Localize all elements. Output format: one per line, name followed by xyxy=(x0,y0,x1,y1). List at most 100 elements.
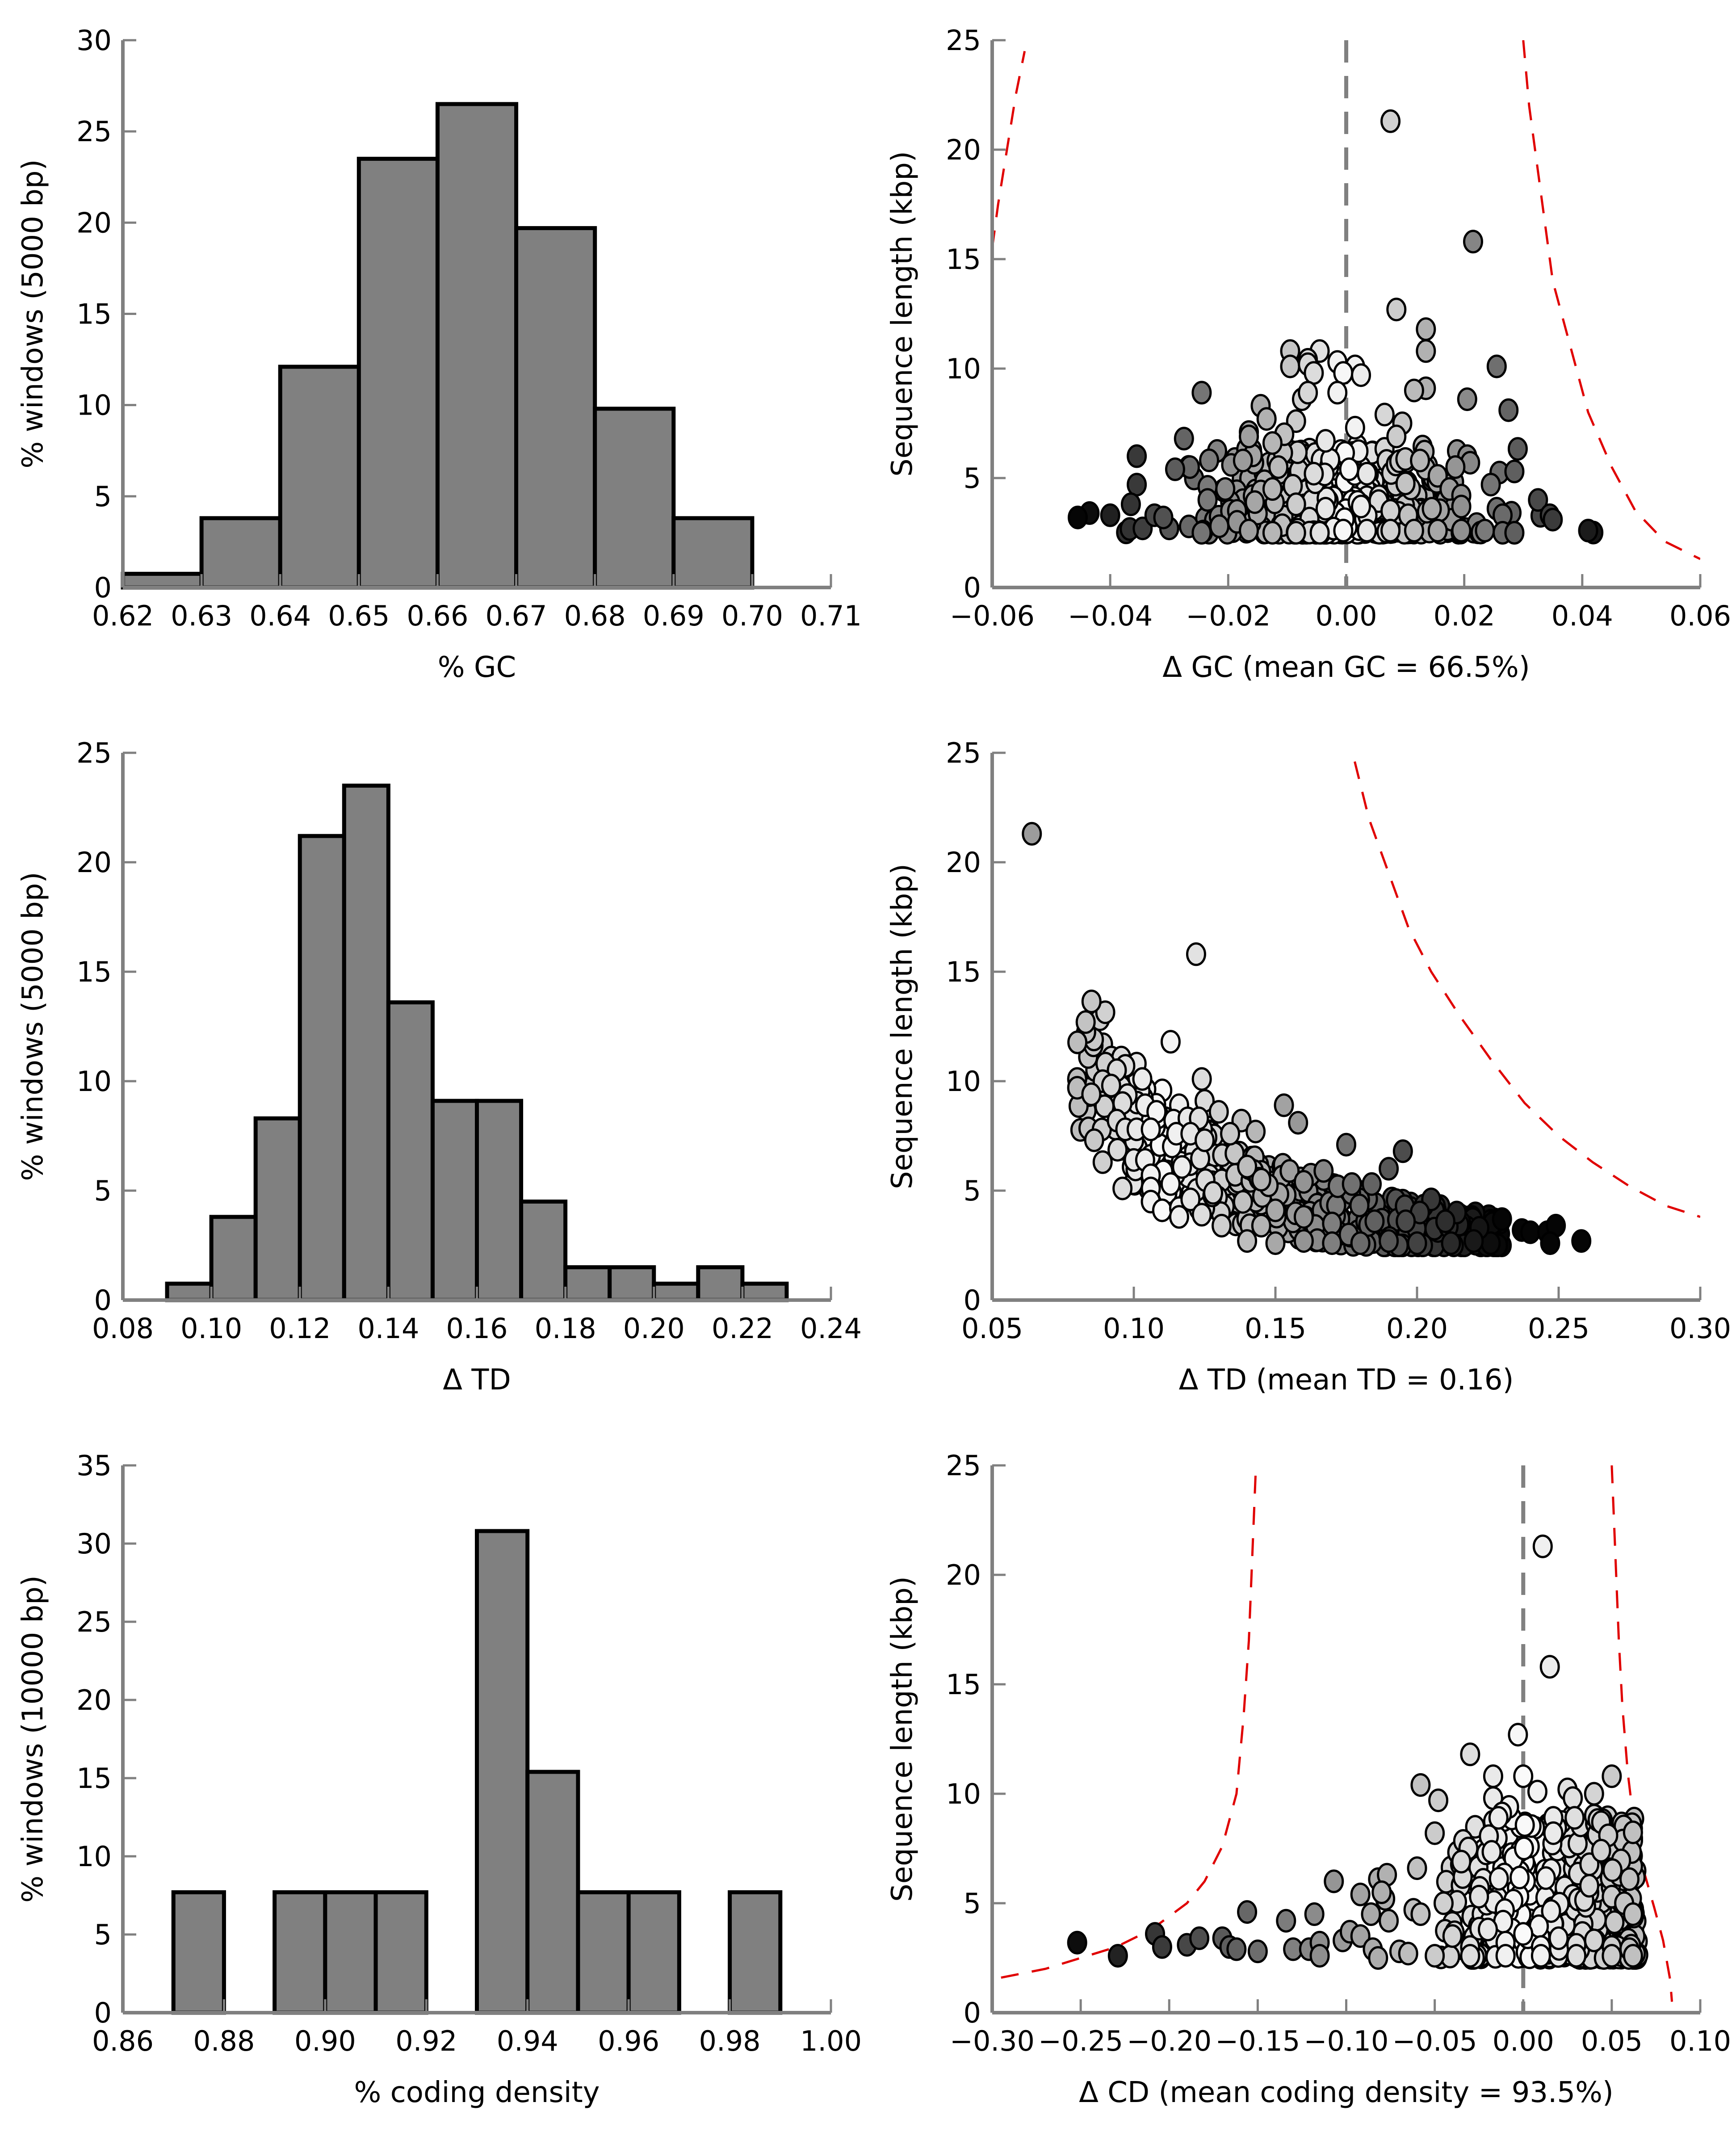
x-tick-label: 0.68 xyxy=(564,600,626,632)
x-tick-label: 0.20 xyxy=(1386,1312,1448,1345)
y-tick-label: 0 xyxy=(94,571,112,604)
histogram-bar xyxy=(121,571,204,590)
histogram-bar xyxy=(671,516,755,590)
histogram-bars xyxy=(165,784,789,1302)
scatter-point xyxy=(1349,1193,1370,1217)
scatter-point xyxy=(1602,1944,1622,1968)
scatter-point xyxy=(1425,1944,1445,1968)
scatter-point xyxy=(1333,519,1354,543)
scatter-point xyxy=(1327,381,1348,405)
scatter-td-svg: 0 5 10 15 20 25 0.05 0.10 0.15 0.20 0.25 0.30 Δ TD (… xyxy=(886,737,1731,1397)
y-tick-label: 20 xyxy=(946,134,981,166)
y-tick-label: 5 xyxy=(94,1175,112,1207)
x-tick-label: 0.86 xyxy=(92,2025,154,2057)
x-axis-label: Δ TD xyxy=(443,1364,511,1397)
scatter-point xyxy=(1081,1082,1102,1106)
scatter-point xyxy=(1112,1176,1133,1200)
scatter-point xyxy=(1288,1111,1308,1135)
scatter-point xyxy=(1313,1159,1334,1183)
y-tick-label: 10 xyxy=(76,1840,112,1873)
y-axis-label: % windows (5000 bp) xyxy=(17,872,50,1181)
scatter-point xyxy=(1591,1838,1611,1863)
scatter-point xyxy=(1362,1172,1382,1196)
scatter-point xyxy=(1304,462,1324,486)
scatter-point xyxy=(1541,1899,1561,1923)
scatter-points xyxy=(1067,1534,1648,1970)
scatter-point xyxy=(1084,1128,1104,1152)
x-tick-label: −0.30 xyxy=(950,2025,1035,2057)
scatter-point xyxy=(1274,1093,1294,1117)
x-axis-label: Δ TD (mean TD = 0.16) xyxy=(1179,1364,1514,1397)
histogram-bar xyxy=(514,226,597,590)
histogram-bars xyxy=(171,1529,783,2015)
scatter-point xyxy=(1195,1128,1215,1152)
scatter-point xyxy=(1584,1782,1604,1806)
axes: 0 5 10 15 20 25 30 35 0.86 0.88 0.90 0.92 0.94 0.96 0.… xyxy=(76,1449,862,2057)
scatter-point xyxy=(1256,407,1277,431)
scatter-point xyxy=(1298,381,1318,405)
scatter-point xyxy=(1416,339,1436,363)
scatter-point xyxy=(1451,495,1472,519)
scatter-point xyxy=(1215,477,1236,501)
x-tick-label: 0.00 xyxy=(1493,2025,1554,2057)
x-tick-label: 0.64 xyxy=(249,600,311,632)
histogram-bar xyxy=(728,1890,783,2015)
histogram-bar xyxy=(593,407,676,590)
scatter-point xyxy=(1398,1942,1418,1966)
scatter-point xyxy=(1489,1867,1509,1891)
y-tick-label: 25 xyxy=(946,737,981,769)
y-tick-label: 25 xyxy=(946,24,981,57)
x-tick-label: 0.96 xyxy=(598,2025,659,2057)
scatter-point xyxy=(1333,361,1354,385)
scatter-point xyxy=(1262,521,1283,545)
scatter-point xyxy=(1233,449,1253,473)
axes: 0 5 10 15 20 25 0.08 0.10 0.12 0.14 0.16 0.18 0.20 0.… xyxy=(76,737,862,1345)
y-tick-label: 25 xyxy=(76,115,112,148)
scatter-point xyxy=(1180,1187,1201,1212)
scatter-point xyxy=(1100,503,1120,527)
x-tick-label: 0.65 xyxy=(328,600,390,632)
x-tick-label: 0.24 xyxy=(800,1312,862,1345)
scatter-point xyxy=(1539,1655,1560,1679)
y-tick-label: 15 xyxy=(76,956,112,988)
scatter-point xyxy=(1350,1882,1371,1906)
x-tick-label: 0.30 xyxy=(1669,1312,1731,1345)
x-tick-label: 0.88 xyxy=(193,2025,255,2057)
scatter-point xyxy=(1160,1172,1181,1196)
scatter-point xyxy=(1152,1198,1172,1222)
y-tick-label: 20 xyxy=(946,1559,981,1591)
scatter-point xyxy=(1067,1930,1087,1955)
histogram-bar xyxy=(519,1200,568,1302)
scatter-point xyxy=(1239,519,1259,543)
axes: 0 5 10 15 20 25 −0.30 −0.25 −0.20 −0.15 −0.10 −0.05… xyxy=(946,1449,1731,2057)
scatter-point xyxy=(1380,109,1401,133)
scatter-point xyxy=(1357,462,1377,486)
histogram-bar xyxy=(209,1215,258,1302)
scatter-point xyxy=(1067,1030,1088,1054)
scatter-point xyxy=(1245,1120,1266,1144)
scatter-point xyxy=(1132,1067,1153,1091)
x-tick-label: 0.12 xyxy=(269,1312,331,1345)
scatter-point xyxy=(1392,1139,1413,1163)
scatter-point xyxy=(1410,449,1430,473)
scatter-point xyxy=(1602,1858,1623,1882)
scatter-point xyxy=(1504,521,1525,545)
x-tick-label: −0.05 xyxy=(1392,2025,1477,2057)
scatter-point xyxy=(1380,519,1401,543)
scatter-point xyxy=(1428,1788,1449,1813)
x-tick-label: 0.10 xyxy=(1669,2025,1731,2057)
scatter-point xyxy=(1339,457,1359,481)
scatter-point xyxy=(1153,505,1174,529)
scatter-point xyxy=(1233,1190,1253,1214)
boundary-left-curve xyxy=(992,51,1026,248)
scatter-point xyxy=(1532,1534,1553,1558)
scatter-point xyxy=(1368,1946,1388,1970)
y-tick-label: 5 xyxy=(964,462,981,495)
x-tick-label: 0.66 xyxy=(407,600,468,632)
x-tick-label: 0.00 xyxy=(1315,600,1377,632)
scatter-point xyxy=(1245,490,1265,514)
x-tick-label: 0.94 xyxy=(497,2025,558,2057)
x-tick-label: 0.90 xyxy=(294,2025,356,2057)
scatter-point xyxy=(1191,1203,1212,1227)
scatter-points xyxy=(1068,109,1604,545)
